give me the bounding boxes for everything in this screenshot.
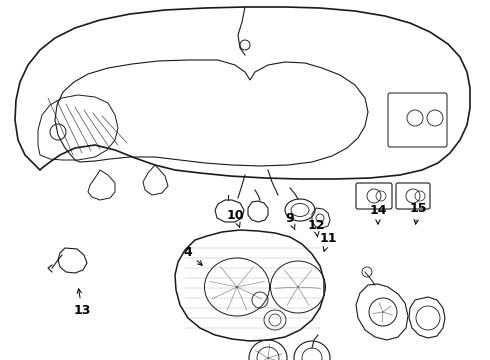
Text: 3: 3 xyxy=(0,359,1,360)
Text: 15: 15 xyxy=(409,202,427,224)
Text: 9: 9 xyxy=(286,212,295,230)
Text: 6: 6 xyxy=(0,359,1,360)
Text: 14: 14 xyxy=(369,203,387,224)
Text: 2: 2 xyxy=(0,359,1,360)
Text: 13: 13 xyxy=(74,289,91,316)
Text: 1: 1 xyxy=(0,359,1,360)
Text: 11: 11 xyxy=(319,231,337,251)
Text: 4: 4 xyxy=(184,246,202,265)
Text: 12: 12 xyxy=(307,219,325,237)
Text: 5: 5 xyxy=(0,359,1,360)
Text: 10: 10 xyxy=(226,208,244,227)
Text: 8: 8 xyxy=(0,359,1,360)
Text: 7: 7 xyxy=(0,359,1,360)
